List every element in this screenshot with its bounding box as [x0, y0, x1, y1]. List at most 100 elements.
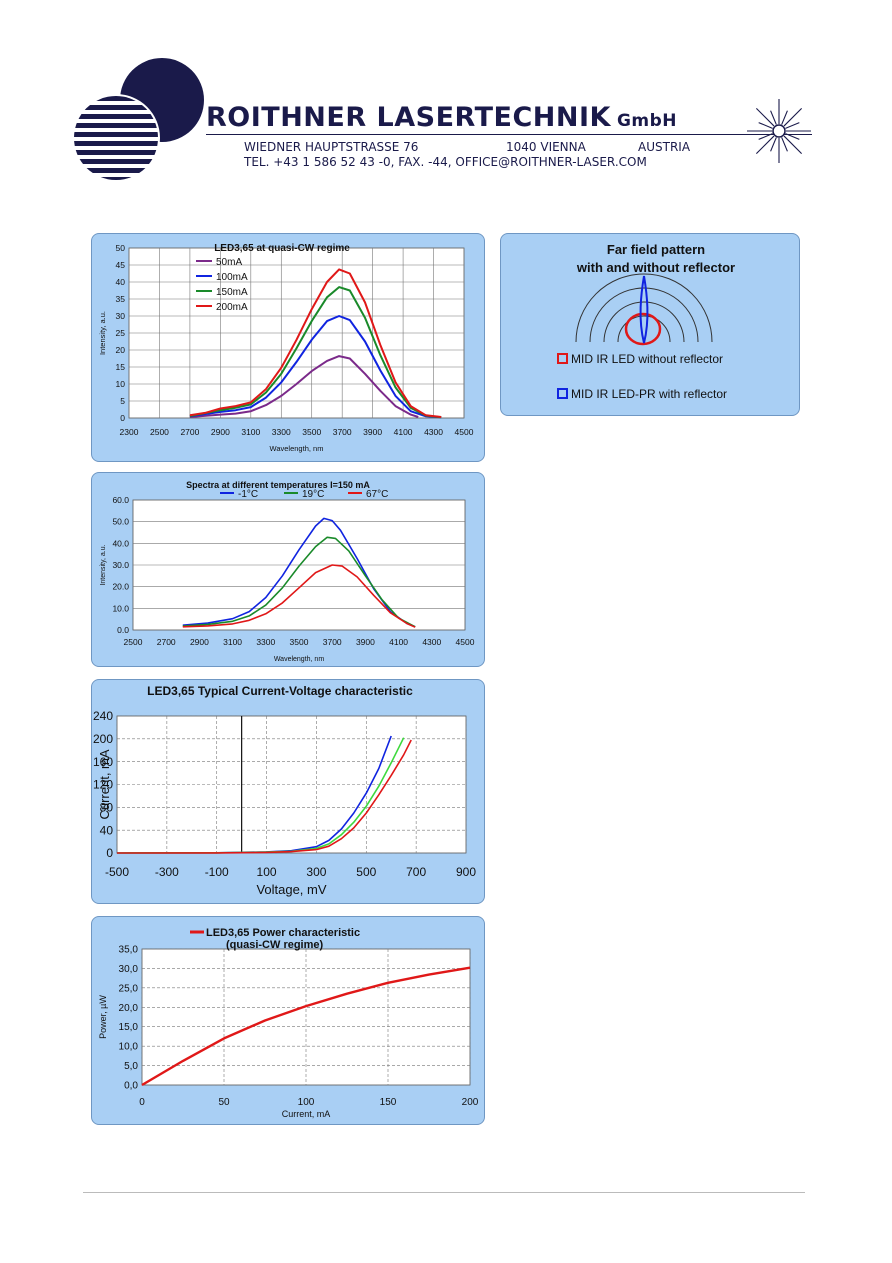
star-ray	[781, 110, 788, 125]
x-tick-label: 3500	[302, 427, 321, 437]
legend-label: 100mA	[216, 272, 248, 283]
power-characteristic-panel: 0 50 100 150 200 0,0 5,0 10,0 15,0 20,0 25,0 30,0 35…	[91, 916, 485, 1125]
y-tick-label: 15,0	[119, 1022, 139, 1033]
x-axis-label: Current, mA	[282, 1109, 331, 1119]
y-tick-label: 20.0	[112, 582, 129, 592]
x-tick-label: 4500	[455, 427, 474, 437]
y-tick-label: 50.0	[112, 517, 129, 527]
spectrum-temperature-chart: 2500 2700 2900 3100 3300 3500 3700 3900 4100 4300…	[100, 480, 475, 663]
iv-characteristic-chart: -500 -300 -100 100 300 500 700 900 0 40 80 120 160 20…	[93, 684, 476, 897]
address-country: AUSTRIA	[638, 140, 691, 154]
series-line-67°C	[182, 564, 416, 628]
y-tick-label: 40	[100, 823, 114, 837]
x-tick-label: 2300	[120, 427, 139, 437]
legend-blue-swatch	[557, 388, 568, 399]
x-tick-label: 3900	[356, 637, 375, 647]
star-ray	[785, 122, 800, 129]
spectrum-current-panel: 2300 2500 2700 2900 3100 3300 3500 3700 3900 4100…	[91, 233, 485, 462]
company-suffix: GmbH	[616, 111, 678, 131]
x-tick-label: 3700	[323, 637, 342, 647]
star-ray	[758, 122, 773, 129]
x-tick-label: 2700	[157, 637, 176, 647]
x-tick-label: 300	[306, 865, 326, 879]
x-tick-label: 50	[218, 1097, 230, 1108]
star-ray	[783, 107, 803, 127]
far-field-panel: Far field pattern with and without refle…	[500, 233, 800, 416]
y-tick-label: 20	[116, 345, 126, 355]
star-ray	[755, 135, 775, 155]
legend-label: 50mA	[216, 257, 242, 268]
y-axis-label: Intensity, a.u.	[100, 544, 107, 585]
y-axis-label: Current, mA	[97, 749, 112, 819]
x-tick-label: 4300	[424, 427, 443, 437]
y-tick-label: 45	[116, 260, 126, 270]
star-ray	[758, 133, 773, 140]
y-tick-label: 160	[93, 755, 113, 769]
chart-title: LED3,65 at quasi-CW regime	[214, 243, 350, 254]
y-tick-label: 10.0	[112, 603, 129, 613]
far-field-title-1: Far field pattern	[607, 242, 705, 257]
star-ray	[770, 137, 777, 152]
chart-title: LED3,65 Power characteristic	[206, 927, 360, 939]
iv-characteristic-panel: -500 -300 -100 100 300 500 700 900 0 40 80 120 160 20…	[91, 679, 485, 904]
y-tick-label: 35	[116, 294, 126, 304]
x-tick-label: 2700	[180, 427, 199, 437]
y-tick-label: 40.0	[112, 538, 129, 548]
y-axis-label: Power, µW	[98, 995, 108, 1039]
address-city: 1040 VIENNA	[506, 140, 586, 154]
series-line-1	[141, 966, 471, 1087]
x-tick-label: 900	[456, 865, 476, 879]
x-tick-label: 2500	[150, 427, 169, 437]
series-line-150mA	[189, 286, 442, 419]
y-tick-label: 20,0	[119, 1003, 139, 1014]
x-tick-label: 100	[298, 1097, 315, 1108]
y-tick-label: 0.0	[117, 625, 129, 635]
x-tick-label: 3100	[223, 637, 242, 647]
y-tick-label: 30.0	[112, 560, 129, 570]
legend-label: 67°C	[366, 489, 388, 500]
x-tick-label: 700	[406, 865, 426, 879]
y-tick-label: 120	[93, 778, 113, 792]
y-tick-label: 200	[93, 732, 113, 746]
x-tick-label: 150	[380, 1097, 397, 1108]
address-street: WIEDNER HAUPTSTRASSE 76	[244, 140, 419, 154]
legend-label: 19°C	[302, 489, 324, 500]
legend-red-label: MID IR LED without reflector	[571, 352, 723, 366]
x-tick-label: 3900	[363, 427, 382, 437]
x-tick-label: 4300	[422, 637, 441, 647]
y-tick-label: 40	[116, 277, 126, 287]
spectrum-temperature-panel: 2500 2700 2900 3100 3300 3500 3700 3900 4100 4300…	[91, 472, 485, 667]
y-tick-label: 0,0	[124, 1081, 138, 1092]
y-tick-label: 30	[116, 311, 126, 321]
series-line-200mA	[189, 268, 442, 418]
y-tick-label: 15	[116, 362, 126, 372]
legend-blue-label: MID IR LED-PR with reflector	[571, 387, 727, 401]
star-ray	[781, 137, 788, 152]
x-tick-label: 4100	[394, 427, 413, 437]
x-tick-label: 3300	[272, 427, 291, 437]
y-tick-label: 60.0	[112, 495, 129, 505]
far-field-red-pattern	[624, 312, 662, 346]
y-tick-label: 10	[116, 379, 126, 389]
far-field-blue-pattern	[639, 275, 649, 344]
series-line-3	[116, 739, 412, 854]
x-tick-label: 3700	[333, 427, 352, 437]
series-line-100mA	[189, 315, 442, 419]
header-rule	[206, 134, 812, 135]
chart-subtitle: (quasi-CW regime)	[226, 939, 324, 951]
spectrum-current-chart: 2300 2500 2700 2900 3100 3300 3500 3700 3900 4100…	[98, 243, 474, 453]
y-tick-label: 50	[116, 243, 126, 253]
y-tick-label: 0	[120, 413, 125, 423]
company-name: ROITHNER LASERTECHNIK GmbH	[206, 102, 678, 133]
y-tick-label: 25,0	[119, 983, 139, 994]
laser-star-icon	[747, 99, 811, 163]
legend-label: 150mA	[216, 287, 248, 298]
footer-rule	[83, 1192, 805, 1193]
far-field-title-2: with and without reflector	[576, 260, 735, 275]
x-axis-label: Wavelength, nm	[270, 444, 324, 453]
x-tick-label: 200	[462, 1097, 479, 1108]
star-ray	[783, 135, 803, 155]
legend-label: 200mA	[216, 302, 248, 313]
x-axis-label: Voltage, mV	[256, 882, 326, 897]
x-tick-label: 0	[139, 1097, 145, 1108]
